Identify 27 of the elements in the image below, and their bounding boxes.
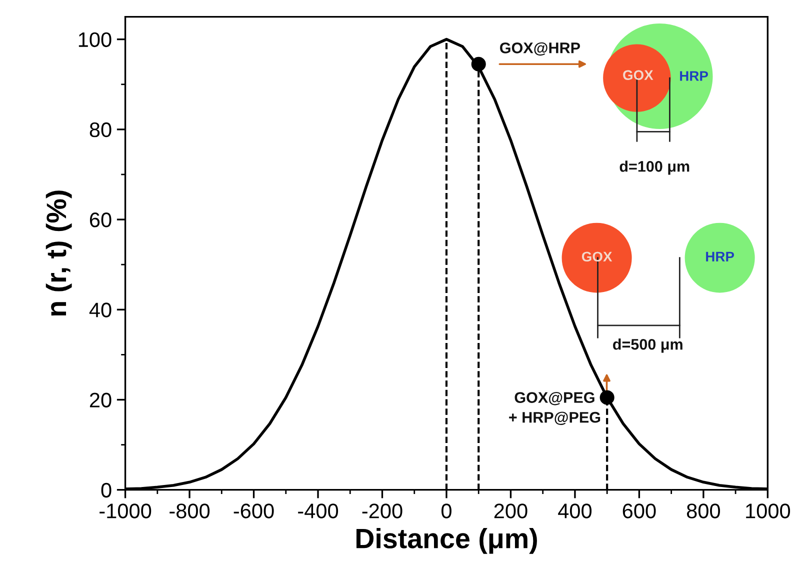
annotation: GOX@PEG + HRP@PEG	[509, 392, 600, 425]
x-tick-label: 400	[558, 504, 592, 518]
annotation: HRP	[680, 71, 708, 81]
x-tick-label: 1000	[746, 504, 790, 518]
x-tick-label: 200	[494, 504, 528, 518]
x-tick-label: -200	[362, 504, 402, 518]
annotation: GOX	[582, 252, 612, 262]
y-tick-label: 40	[89, 302, 112, 318]
y-tick-label: 0	[101, 482, 112, 498]
y-axis-title: n (r, t) (%)	[46, 190, 72, 316]
x-axis-title: Distance (μm)	[356, 528, 537, 554]
annotation: HRP	[706, 252, 734, 262]
annotation: GOX@HRP	[500, 42, 580, 56]
x-tick-label: 600	[622, 504, 656, 518]
x-tick-label: -400	[298, 504, 338, 518]
x-tick-label: 800	[686, 504, 720, 518]
y-tick-label: 60	[90, 212, 112, 228]
y-tick-label: 80	[90, 122, 112, 138]
y-tick-label: 20	[90, 392, 112, 408]
annotation: d=100 μm	[620, 160, 690, 175]
x-tick-label: -800	[170, 504, 210, 518]
x-tick-label: 0	[442, 504, 452, 518]
x-tick-label: -600	[234, 504, 274, 518]
annotation: GOX	[623, 70, 654, 80]
annotation: d=500 μm	[613, 338, 682, 353]
y-tick-label: 100	[78, 32, 112, 48]
x-tick-label: -1000	[100, 504, 152, 518]
